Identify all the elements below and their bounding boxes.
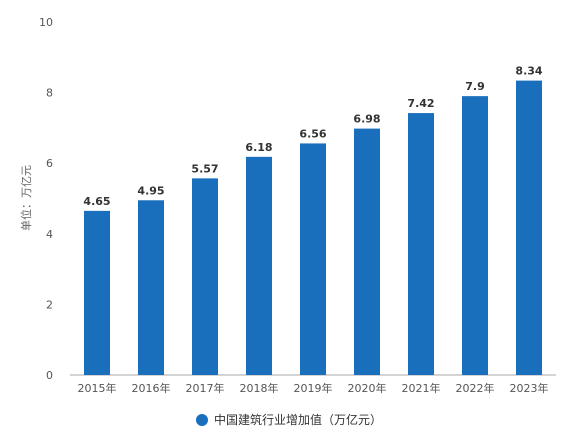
legend-label: 中国建筑行业增加值（万亿元） [214,413,383,427]
bar [84,210,110,375]
bar [516,80,542,376]
data-label: 4.95 [137,184,164,197]
x-tick-label: 2022年 [456,381,495,395]
x-tick-label: 2016年 [132,381,171,395]
bar [138,200,164,375]
x-tick-label: 2023年 [510,381,549,395]
y-tick-label: 6 [46,157,53,170]
x-tick-label: 2020年 [348,381,387,395]
bar [462,96,488,375]
data-label: 6.56 [299,127,326,140]
legend: 中国建筑行业增加值（万亿元） [196,411,382,428]
legend-marker [196,413,208,426]
bar [192,178,218,375]
data-label: 7.9 [465,80,485,93]
y-tick-label: 4 [46,228,53,241]
data-label: 7.42 [407,97,434,110]
data-label: 4.65 [83,195,110,208]
data-label: 8.34 [515,65,542,78]
y-tick-label: 8 [46,87,53,100]
bar [408,113,434,375]
y-axis-title: 单位：万亿元 [19,165,33,231]
data-label: 6.18 [245,141,272,154]
bar [300,143,326,375]
x-tick-label: 2018年 [240,381,279,395]
x-tick-label: 2019年 [294,381,333,395]
data-label: 6.98 [353,113,380,126]
y-tick-label: 2 [46,298,53,311]
x-tick-label: 2021年 [402,381,441,395]
bar [246,156,272,375]
y-tick-label: 10 [39,16,53,29]
data-label: 5.57 [191,162,218,175]
x-tick-label: 2017年 [186,381,225,395]
y-tick-label: 0 [46,369,53,382]
x-tick-label: 2015年 [78,381,117,395]
bar [354,128,380,375]
